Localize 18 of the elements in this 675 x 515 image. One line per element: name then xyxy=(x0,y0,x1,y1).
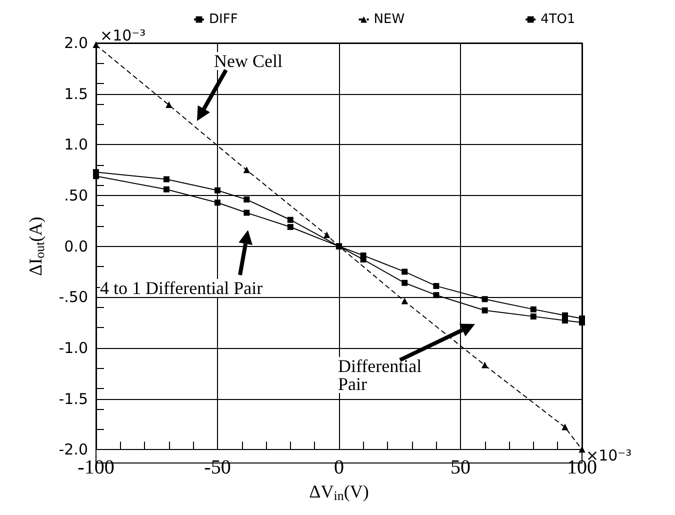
annotation: ×10⁻³ xyxy=(100,26,146,44)
y-tick-label: 1.5 xyxy=(64,84,88,103)
y-tick-label: .50 xyxy=(64,186,88,204)
annotation: 4 to 1 Differential Pair xyxy=(100,278,263,298)
y-tick-label: 2.0 xyxy=(64,34,88,52)
annotation: New Cell xyxy=(214,51,282,71)
annotation: Differential Pair xyxy=(338,356,426,394)
legend-label: DIFF xyxy=(209,12,238,27)
y-tick-label: -1.0 xyxy=(58,338,88,357)
legend-label: NEW xyxy=(374,12,405,27)
y-tick-label: -2.0 xyxy=(58,440,88,459)
y-tick-label: -.50 xyxy=(58,288,88,306)
y-tick-label: 0.0 xyxy=(64,237,88,256)
y-tick-label: -1.5 xyxy=(58,390,88,408)
y-tick-label: 1.0 xyxy=(64,136,88,154)
x-tick-label: -50 xyxy=(204,456,231,479)
y-axis-title: ΔIout(A) xyxy=(26,216,47,276)
legend-label: 4TO1 xyxy=(540,12,576,27)
